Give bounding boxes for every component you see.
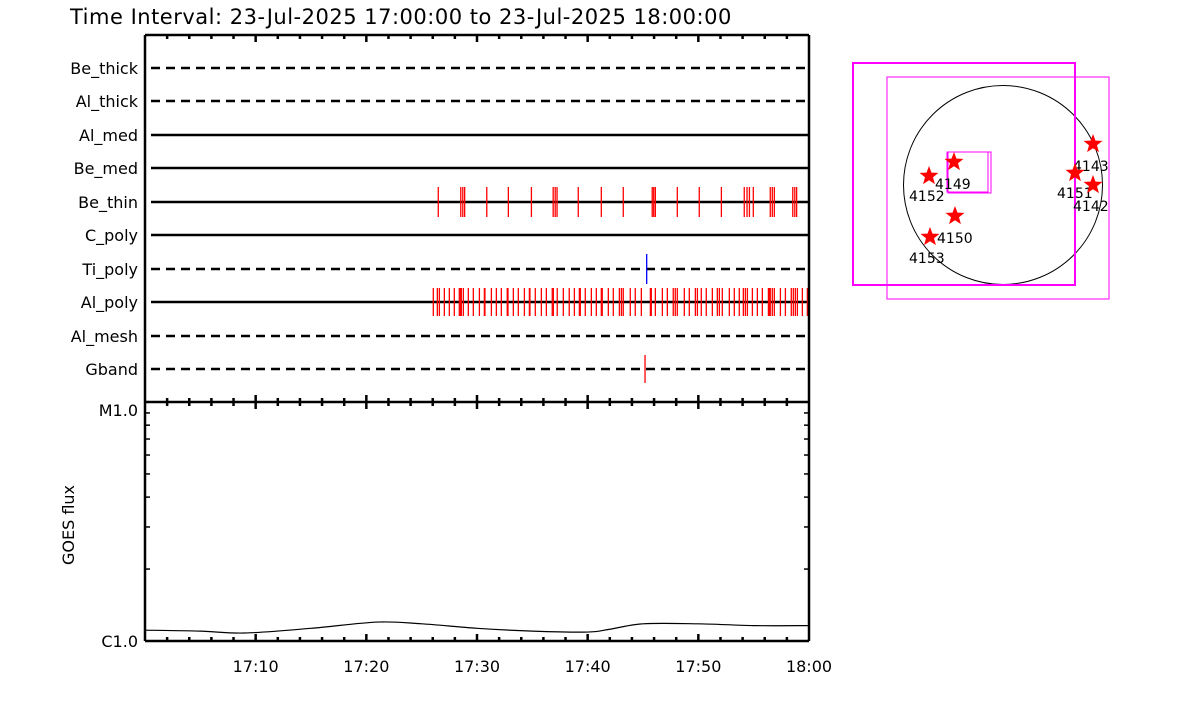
row-label: Be_thick xyxy=(70,59,138,79)
x-tick-label: 17:40 xyxy=(565,657,611,676)
fov-box-small xyxy=(947,151,992,194)
star-icon xyxy=(1083,134,1103,153)
x-tick-label: 17:50 xyxy=(675,657,721,676)
star-icon xyxy=(1083,175,1103,194)
active-region-4151: 4151 xyxy=(1057,163,1093,202)
active-region-label: 4149 xyxy=(935,177,971,193)
active-region-4150: 4150 xyxy=(937,206,973,247)
goes-ylabel: GOES flux xyxy=(59,485,78,565)
x-tick-label: 17:30 xyxy=(454,657,500,676)
fov-box xyxy=(886,76,1110,300)
active-region-4152: 4152 xyxy=(909,166,945,205)
star-icon xyxy=(920,227,940,246)
active-region-4153: 4153 xyxy=(909,227,945,267)
active-region-4142: 4142 xyxy=(1073,175,1109,215)
x-tick-label: 17:10 xyxy=(233,657,279,676)
goes-flux-line xyxy=(144,621,810,634)
event-raster-panel: Be_thick Al_thick Al_med Be_med Be_thin C_pol… xyxy=(70,33,811,643)
fov-box xyxy=(852,62,1076,286)
active-region-label: 4142 xyxy=(1073,199,1109,215)
row-be-thick: Be_thick xyxy=(70,59,809,79)
star-icon xyxy=(945,206,965,225)
y-tick-label: M1.0 xyxy=(99,401,138,420)
row-al-mesh: Al_mesh xyxy=(71,327,809,347)
star-icon xyxy=(944,152,964,171)
row-ti-poly: Ti_poly xyxy=(81,254,809,284)
goes-panel: C1.0 M1.0 17:10 17:20 17:30 17:40 17:50 18:00 xyxy=(99,401,832,676)
row-label: Al_poly xyxy=(81,293,138,313)
row-label: Gband xyxy=(85,360,138,379)
row-label: Al_med xyxy=(79,126,138,146)
row-gband: Gband xyxy=(85,355,809,383)
row-label: Be_thin xyxy=(78,193,138,213)
row-al-med: Al_med xyxy=(79,126,809,146)
row-al-thick: Al_thick xyxy=(76,92,809,112)
row-label: Al_thick xyxy=(76,92,139,112)
x-tick-label: 17:20 xyxy=(343,657,389,676)
active-region-label: 4153 xyxy=(909,251,945,267)
row-label: Ti_poly xyxy=(81,260,138,280)
chart-title: Time Interval: 23-Jul-2025 17:00:00 to 2… xyxy=(69,5,732,29)
active-region-label: 4152 xyxy=(909,189,945,205)
row-label: Al_mesh xyxy=(71,327,138,347)
y-tick-label: C1.0 xyxy=(101,632,138,651)
row-al-poly: Al_poly xyxy=(81,288,809,316)
row-label: C_poly xyxy=(85,226,138,246)
active-region-label: 4150 xyxy=(937,231,973,247)
star-icon xyxy=(1065,163,1085,182)
row-label: Be_med xyxy=(74,159,138,179)
active-region-4143: 4143 xyxy=(1073,134,1109,175)
active-region-4149: 4149 xyxy=(935,152,971,193)
active-region-label: 4151 xyxy=(1057,186,1093,202)
star-icon xyxy=(919,166,939,185)
row-c-poly: C_poly xyxy=(85,226,809,246)
row-be-thin: Be_thin xyxy=(78,187,809,217)
row-be-med: Be_med xyxy=(74,159,809,179)
x-tick-label: 18:00 xyxy=(786,657,832,676)
